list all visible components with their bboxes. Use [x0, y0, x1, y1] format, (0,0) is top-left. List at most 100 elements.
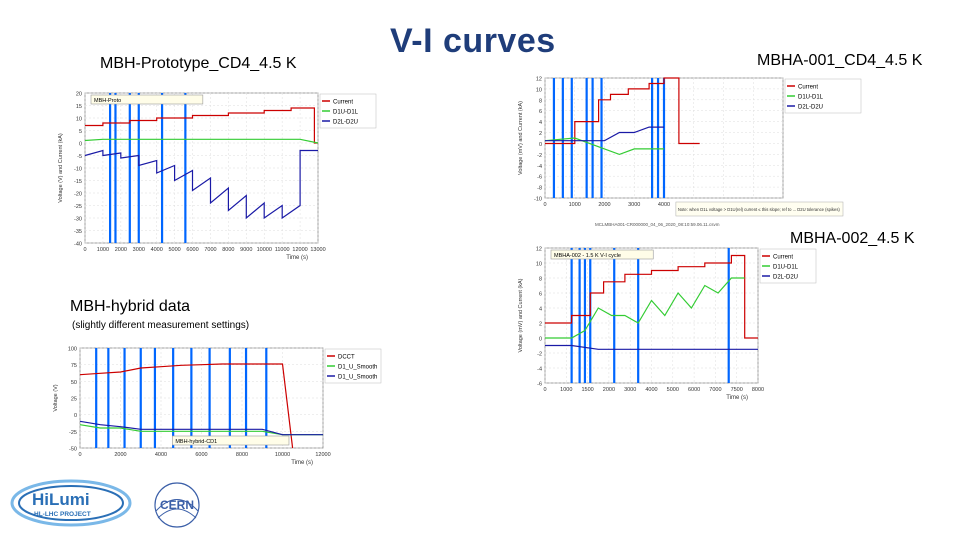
chart-note-box — [675, 201, 844, 217]
chart-title-box — [90, 94, 204, 105]
x-tick-label: 6000 — [195, 452, 207, 458]
y-tick-label: 75 — [71, 363, 77, 369]
legend-entry: D1U-D1L — [773, 265, 799, 271]
hilumi-logo-subtext: HL-LHC PROJECT — [34, 511, 91, 518]
series-line-current — [85, 107, 318, 144]
x-tick-label: 12000 — [315, 452, 330, 458]
legend-entry: D1_U_Smooth — [338, 375, 377, 381]
y-tick-label: -8 — [537, 186, 542, 192]
chart-svg-mbha001: 121086420-2-4-6-8-1001000200030004000500… — [518, 77, 862, 227]
legend-entry: DCCT — [338, 355, 355, 361]
slide-title: V-I curves — [390, 22, 556, 60]
series-line-d2l-d2u — [545, 126, 664, 142]
x-tick-label: 8000 — [222, 247, 234, 253]
series-line-d1-u-smooth — [79, 424, 323, 436]
label-mbha001: MBHA-001_CD4_4.5 K — [757, 52, 923, 69]
chart-title-box — [172, 435, 290, 446]
y-tick-label: -30 — [74, 217, 82, 223]
series-line-current — [545, 254, 758, 339]
y-tick-label: 0 — [539, 142, 542, 148]
legend-entry: Current — [333, 100, 353, 106]
x-tick-label: 4000 — [151, 247, 163, 253]
y-axis-label: Voltage (V) — [53, 384, 59, 411]
x-tick-label: 3000 — [624, 387, 636, 393]
legend-entry: D1_U_Smooth — [338, 365, 377, 371]
hilumi-logo-text: HiLumi — [32, 490, 90, 509]
chart-title: MBHA-002 - 1.5 K V-I cycle — [554, 253, 621, 259]
series-line-d1-u-smooth — [79, 420, 323, 436]
y-tick-label: 2 — [539, 131, 542, 137]
y-axis-label: Voltage (mV) and Current (kA) — [518, 278, 524, 352]
x-tick-label: 1000 — [97, 247, 109, 253]
y-tick-label: 10 — [536, 87, 542, 93]
legend-box — [324, 348, 382, 384]
y-tick-label: -4 — [537, 367, 542, 373]
y-tick-label: -6 — [537, 175, 542, 181]
y-tick-label: -4 — [537, 164, 542, 170]
x-tick-label: 0 — [543, 387, 546, 393]
x-tick-label: 4000 — [645, 387, 657, 393]
x-tick-label: 2000 — [598, 202, 610, 208]
y-tick-label: 50 — [71, 380, 77, 386]
x-tick-label: 1000 — [560, 387, 572, 393]
x-tick-label: 2000 — [114, 452, 126, 458]
y-tick-label: -15 — [74, 179, 82, 185]
y-tick-label: 4 — [539, 307, 542, 313]
y-tick-label: -35 — [74, 229, 82, 235]
x-tick-label: 6000 — [688, 387, 700, 393]
legend-entry: Current — [773, 255, 793, 261]
y-tick-label: 5 — [79, 129, 82, 135]
chart-mbha001: 121086420-2-4-6-8-1001000200030004000500… — [515, 70, 865, 227]
chart-footer: MCLMBHA001-CR000000_04_06_2020_08:10:59.… — [595, 222, 720, 227]
x-tick-label: 11000 — [275, 247, 290, 253]
x-tick-label: 8000 — [236, 452, 248, 458]
y-tick-label: 0 — [74, 413, 77, 419]
y-tick-label: -40 — [74, 242, 82, 248]
y-tick-label: -25 — [74, 204, 82, 210]
legend-entry: D1U-D1L — [333, 110, 359, 116]
y-tick-label: 4 — [539, 120, 542, 126]
y-tick-label: 25 — [71, 397, 77, 403]
hilumi-logo: HiLumi HL-LHC PROJECT — [10, 478, 132, 528]
y-tick-label: -2 — [537, 352, 542, 358]
x-tick-label: 12000 — [292, 247, 307, 253]
label-hybrid-note: (slightly different measurement settings… — [72, 320, 250, 331]
x-tick-label: 13000 — [310, 247, 325, 253]
chart-note: Note: when D1L voltage > D1U(rel) curren… — [678, 207, 841, 212]
y-tick-label: 15 — [76, 104, 82, 110]
legend-box — [784, 78, 862, 114]
x-tick-label: 4000 — [155, 452, 167, 458]
y-tick-label: 20 — [76, 92, 82, 98]
y-tick-label: -5 — [77, 154, 82, 160]
x-axis-label: Time (s) — [291, 460, 313, 466]
y-tick-label: 10 — [536, 262, 542, 268]
x-tick-label: 1500 — [581, 387, 593, 393]
series-line-d2l-d2u — [545, 344, 758, 350]
series-line-d1u-d1l — [84, 138, 319, 144]
x-tick-label: 10000 — [275, 452, 290, 458]
x-tick-label: 10000 — [257, 247, 272, 253]
chart-title-box — [550, 249, 654, 260]
x-tick-label: 2000 — [603, 387, 615, 393]
y-tick-label: 12 — [536, 77, 542, 83]
x-tick-label: 5000 — [168, 247, 180, 253]
y-tick-label: -2 — [537, 153, 542, 159]
cern-logo: CERN — [148, 478, 206, 532]
y-axis-label: Voltage (mV) and Current (kA) — [518, 101, 524, 175]
x-tick-label: 0 — [78, 452, 81, 458]
x-tick-label: 7000 — [204, 247, 216, 253]
x-tick-label: 2000 — [115, 247, 127, 253]
y-tick-label: 0 — [539, 337, 542, 343]
y-tick-label: -50 — [69, 447, 77, 453]
legend-entry: Current — [798, 85, 818, 91]
series-line-dcct — [79, 363, 294, 449]
legend-entry: D1U-D1L — [798, 95, 824, 101]
y-tick-label: 8 — [539, 98, 542, 104]
legend-entry: D2L-D2U — [798, 105, 823, 111]
y-axis-label: Voltage (V) and Current (kA) — [58, 133, 64, 203]
label-prototype: MBH-Prototype_CD4_4.5 K — [100, 55, 297, 72]
y-tick-label: 6 — [539, 109, 542, 115]
label-mbha002: MBHA-002_4.5 K — [790, 230, 915, 247]
